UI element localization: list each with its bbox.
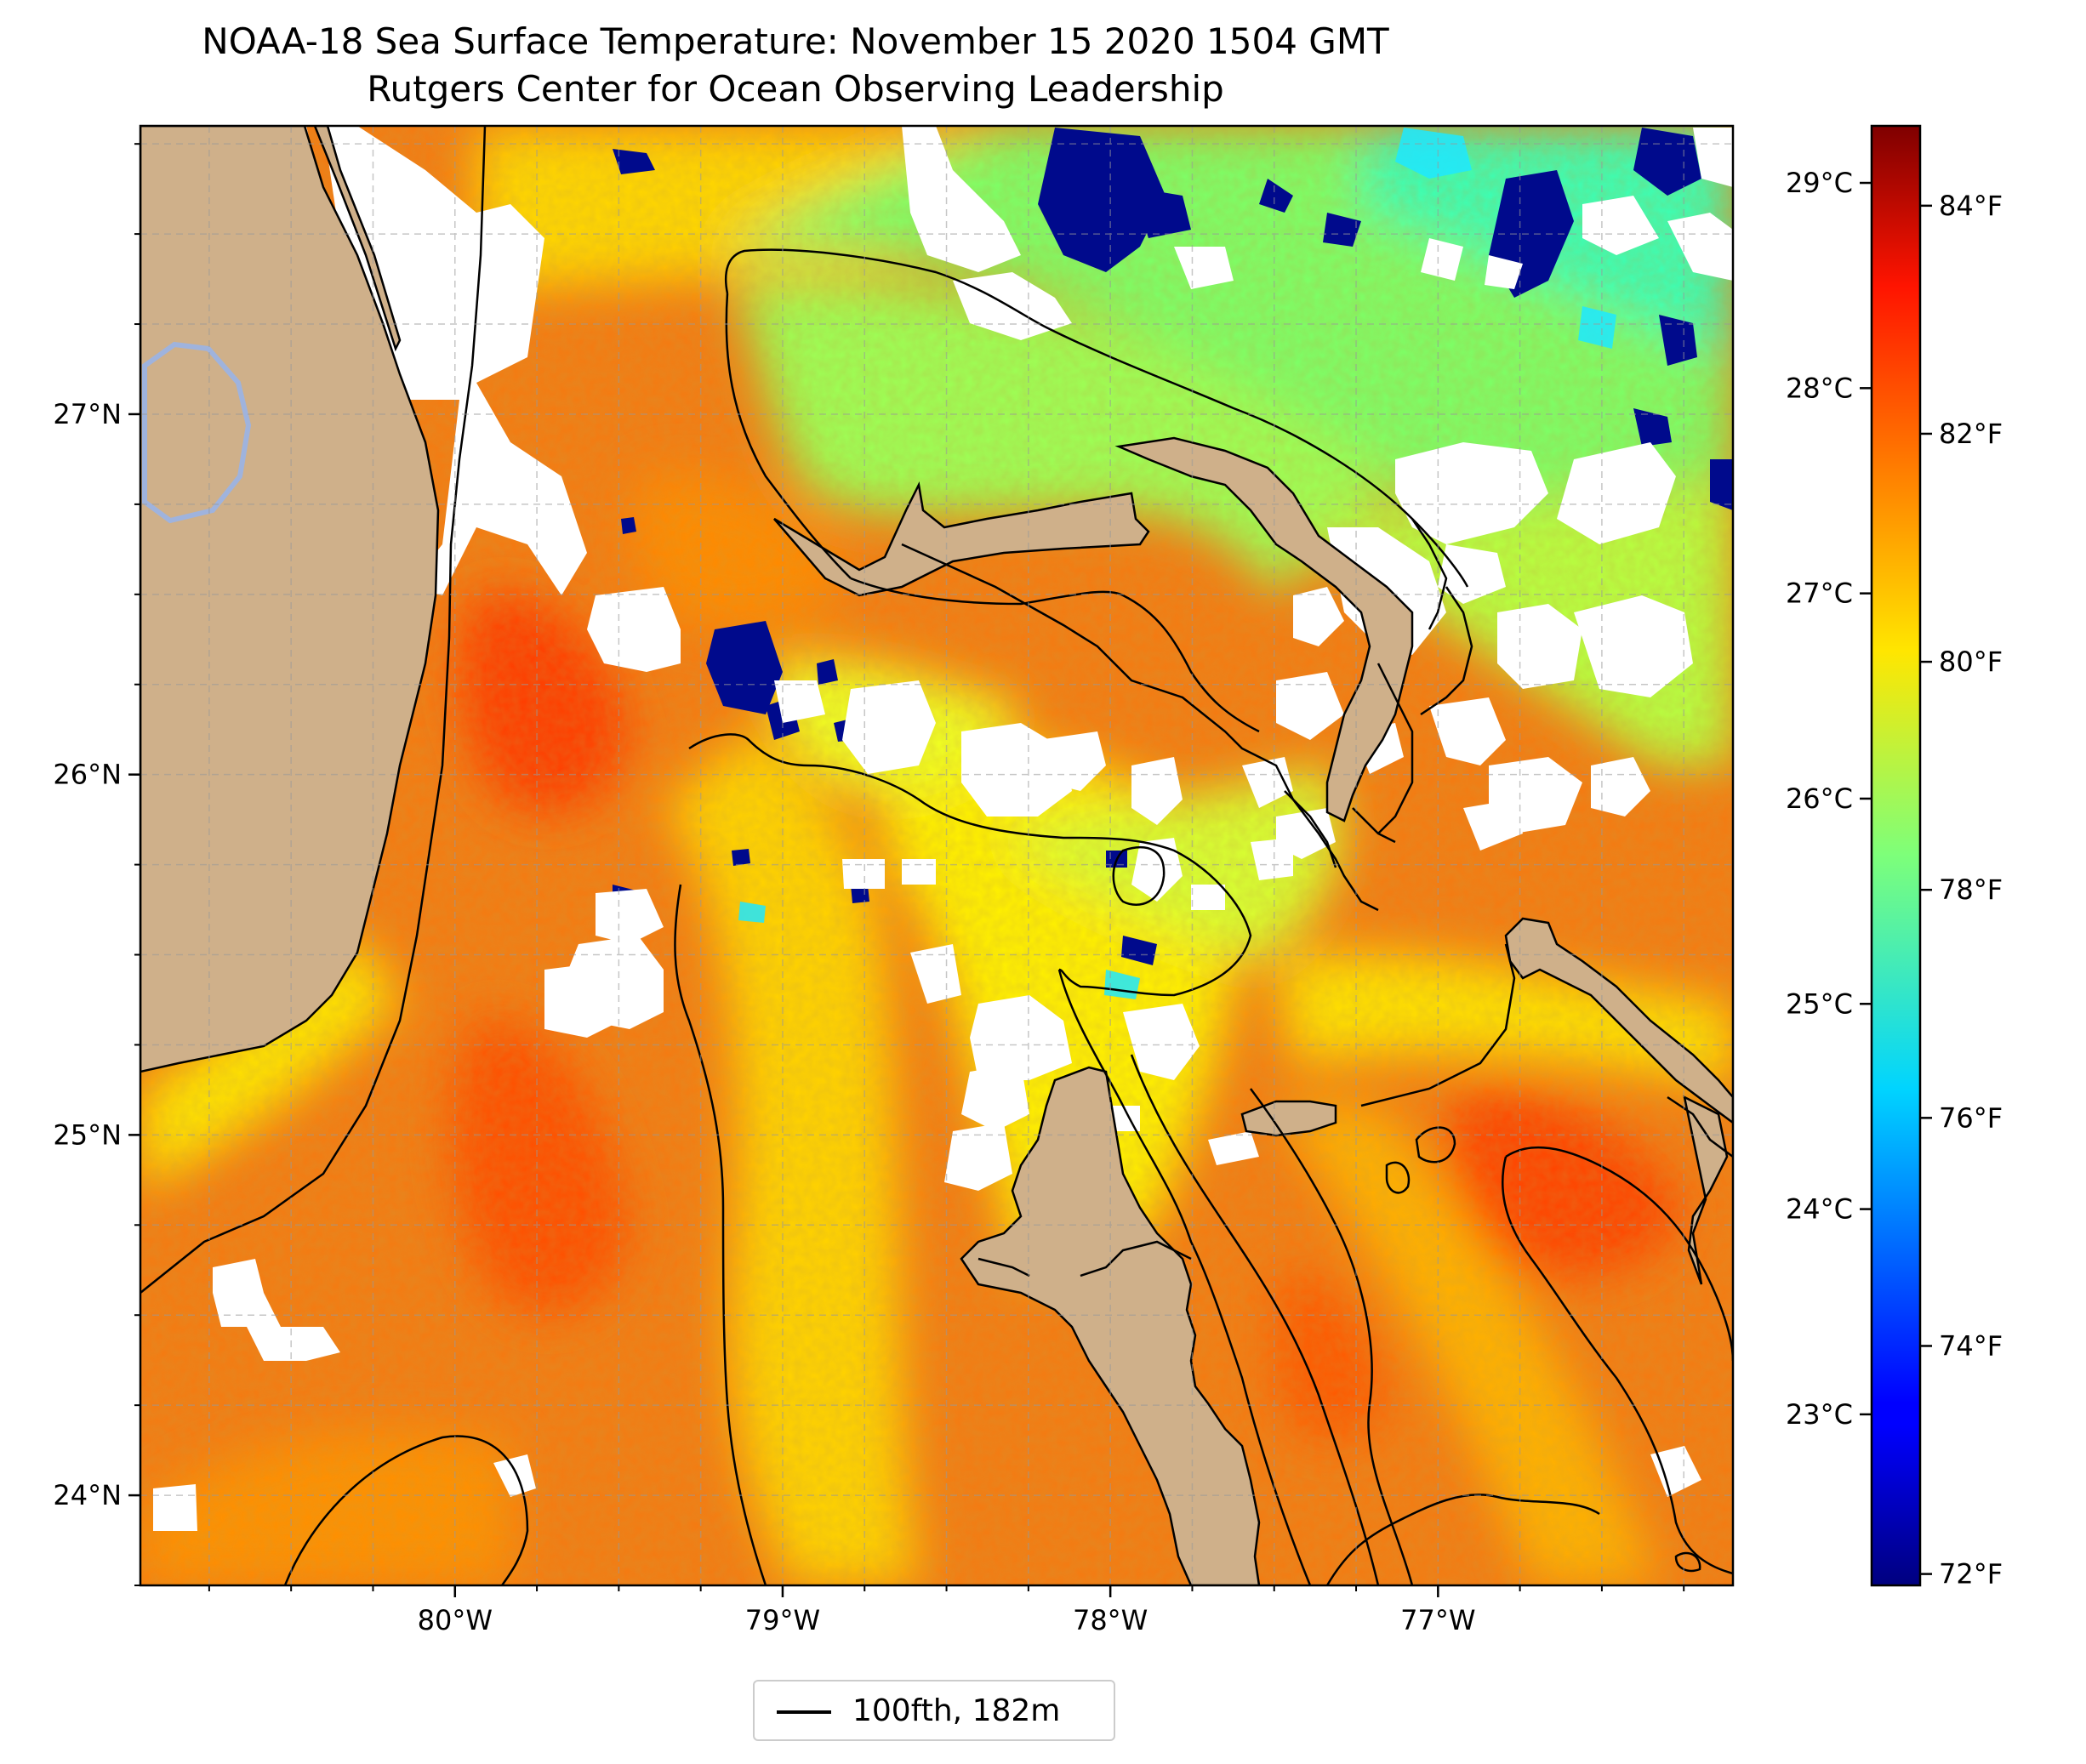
land-eleuthera — [1504, 917, 1733, 1124]
colorbar-celsius-label: 25°C — [1786, 987, 1853, 1020]
colorbar-celsius-label: 28°C — [1786, 372, 1853, 404]
colorbar-fahrenheit-axis: 84°F 82°F 80°F 78°F 76°F 74°F 72°F — [1920, 190, 2003, 1590]
lon-tick-label: 80°W — [418, 1604, 493, 1636]
land-abaco — [1114, 436, 1414, 822]
colorbar-fahrenheit-label: 72°F — [1939, 1558, 2003, 1590]
land-florida — [140, 126, 440, 1073]
map-gridlines — [140, 126, 1733, 1586]
sst-map — [140, 126, 1733, 1585]
chart-subtitle: Rutgers Center for Ocean Observing Leade… — [367, 68, 1224, 110]
land-grand-bahama — [773, 481, 1150, 597]
legend-isobath-swatch — [777, 1710, 831, 1714]
lat-tick-label: 26°N — [53, 759, 122, 791]
lat-tick-label: 27°N — [53, 398, 122, 430]
lon-tick-label: 77°W — [1400, 1604, 1475, 1636]
colorbar-celsius-label: 23°C — [1786, 1398, 1853, 1431]
colorbar-celsius-label: 29°C — [1786, 167, 1853, 199]
map-frame — [139, 124, 1735, 1587]
colorbar-fahrenheit-label: 74°F — [1939, 1329, 2003, 1362]
chart-title: NOAA-18 Sea Surface Temperature: Novembe… — [202, 20, 1389, 62]
lat-tick-label: 25°N — [53, 1118, 122, 1151]
colorbar-celsius-label: 24°C — [1786, 1193, 1853, 1226]
bimini-ring — [1112, 846, 1166, 906]
longitude-axis: 80°W 79°W 78°W 77°W — [208, 1585, 1685, 1636]
lat-tick-label: 24°N — [53, 1479, 122, 1511]
colorbar-fahrenheit-label: 80°F — [1939, 646, 2003, 678]
legend-isobath-label: 100fth, 182m — [852, 1693, 1061, 1728]
colorbar-celsius-label: 27°C — [1786, 578, 1853, 610]
colorbar-fahrenheit-label: 84°F — [1939, 190, 2003, 222]
colorbar-celsius-axis: 29°C 28°C 27°C 26°C 25°C 24°C 23°C — [1786, 167, 1872, 1431]
barrier-island — [313, 126, 402, 352]
lon-tick-label: 79°W — [745, 1604, 820, 1636]
legend: 100fth, 182m — [753, 1680, 1115, 1741]
colorbar-fahrenheit-label: 76°F — [1939, 1101, 2003, 1134]
latitude-axis: 27°N 26°N 25°N 24°N — [53, 143, 140, 1586]
cool-patches — [738, 128, 1616, 999]
lon-tick-label: 78°W — [1073, 1604, 1148, 1636]
colorbar-celsius-label: 26°C — [1786, 782, 1853, 815]
colorbar-fahrenheit-label: 78°F — [1939, 873, 2003, 906]
colorbar — [1870, 124, 1922, 1587]
isobath-100fth — [140, 126, 1733, 1585]
colorbar-fahrenheit-label: 82°F — [1939, 418, 2003, 450]
lake-outline — [142, 341, 252, 524]
